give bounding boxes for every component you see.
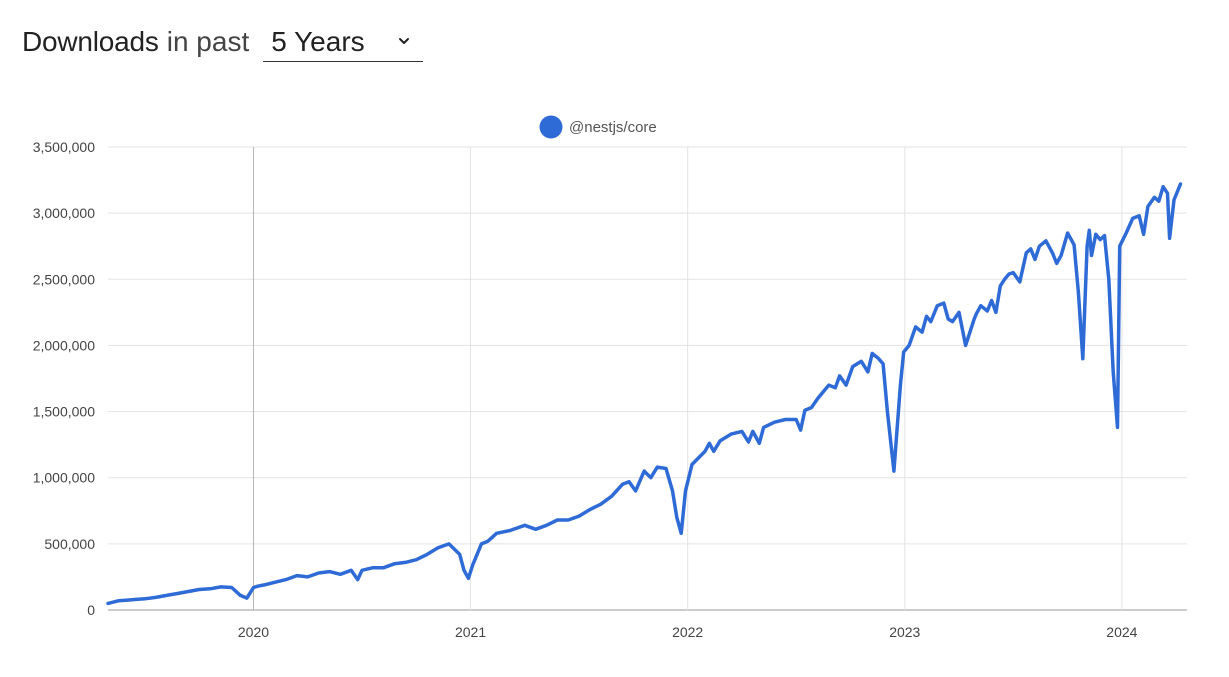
- x-tick-label: 2024: [1106, 624, 1137, 640]
- page-header: Downloads in past 5 Years: [22, 20, 424, 64]
- chevron-down-icon[interactable]: [397, 34, 411, 48]
- y-tick-label: 2,000,000: [33, 337, 95, 353]
- y-tick-label: 1,500,000: [33, 404, 95, 420]
- period-select-value[interactable]: 5 Years: [271, 25, 365, 57]
- x-tick-label: 2020: [238, 624, 269, 640]
- x-tick-label: 2021: [455, 624, 486, 640]
- series-line-nestjs-core: [106, 182, 1183, 606]
- downloads-title: Downloads: [22, 26, 159, 57]
- x-tick-label: 2022: [672, 624, 703, 640]
- y-tick-label: 500,000: [44, 536, 95, 552]
- y-tick-label: 2,500,000: [33, 271, 95, 287]
- y-tick-label: 1,000,000: [33, 470, 95, 486]
- legend-label: @nestjs/core: [569, 119, 657, 136]
- period-select[interactable]: 5 Years: [263, 22, 424, 62]
- y-tick-label: 0: [87, 602, 95, 618]
- y-tick-label: 3,000,000: [33, 205, 95, 221]
- y-tick-label: 3,500,000: [33, 139, 95, 155]
- x-tick-label: 2023: [889, 624, 920, 640]
- downloads-subtitle: in past: [166, 26, 250, 57]
- legend-marker: [539, 115, 563, 139]
